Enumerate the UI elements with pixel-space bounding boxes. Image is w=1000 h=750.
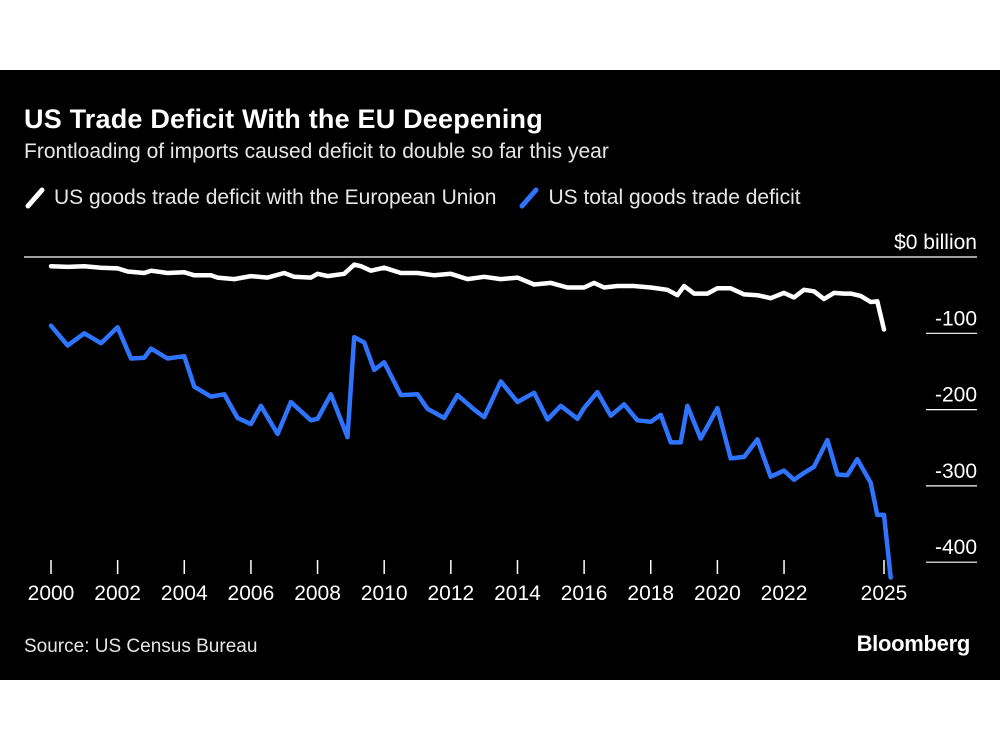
chart-plot: $0 billion -100 -200 -300 -400 2000 2002 2004 20…	[24, 231, 977, 605]
x-tick-label-4: 2008	[294, 582, 341, 605]
x-tick-label-2: 2004	[161, 582, 208, 605]
x-tick-label-7: 2014	[494, 582, 541, 605]
legend-swatch-total	[519, 187, 539, 209]
x-tick-label-12: 2025	[861, 582, 908, 605]
series-line-0	[48, 262, 887, 332]
x-tick-label-10: 2020	[694, 582, 741, 605]
chart-title: US Trade Deficit With the EU Deepening	[24, 104, 543, 134]
y-tick-label-4: -400	[935, 536, 977, 559]
chart-subtitle: Frontloading of imports caused deficit t…	[24, 140, 609, 163]
y-tick-label-2: -200	[935, 384, 977, 407]
source-note: Source: US Census Bureau	[24, 636, 258, 657]
chart-legend: US goods trade deficit with the European…	[24, 184, 823, 212]
y-tick-label-1: -100	[935, 307, 977, 330]
chart-panel: US Trade Deficit With the EU Deepening F…	[0, 70, 1000, 680]
legend-item-total[interactable]: US total goods trade deficit	[518, 186, 801, 210]
legend-item-eu[interactable]: US goods trade deficit with the European…	[24, 186, 496, 210]
y-tick-label-3: -300	[935, 460, 977, 483]
x-tick-label-8: 2016	[561, 582, 608, 605]
y-tick-label-0: $0 billion	[894, 231, 977, 254]
series-line-1	[48, 323, 893, 580]
x-tick-label-3: 2006	[228, 582, 275, 605]
bloomberg-logo: Bloomberg	[856, 631, 971, 656]
legend-swatch-eu	[25, 187, 45, 209]
x-tick-label-0: 2000	[28, 582, 75, 605]
x-tick-label-5: 2010	[361, 582, 408, 605]
legend-label-eu: US goods trade deficit with the European…	[54, 186, 497, 209]
x-tick-label-6: 2012	[427, 582, 474, 605]
x-tick-label-9: 2018	[627, 582, 674, 605]
x-tick-label-1: 2002	[94, 582, 141, 605]
legend-label-total: US total goods trade deficit	[548, 186, 801, 209]
x-tick-label-11: 2022	[761, 582, 808, 605]
